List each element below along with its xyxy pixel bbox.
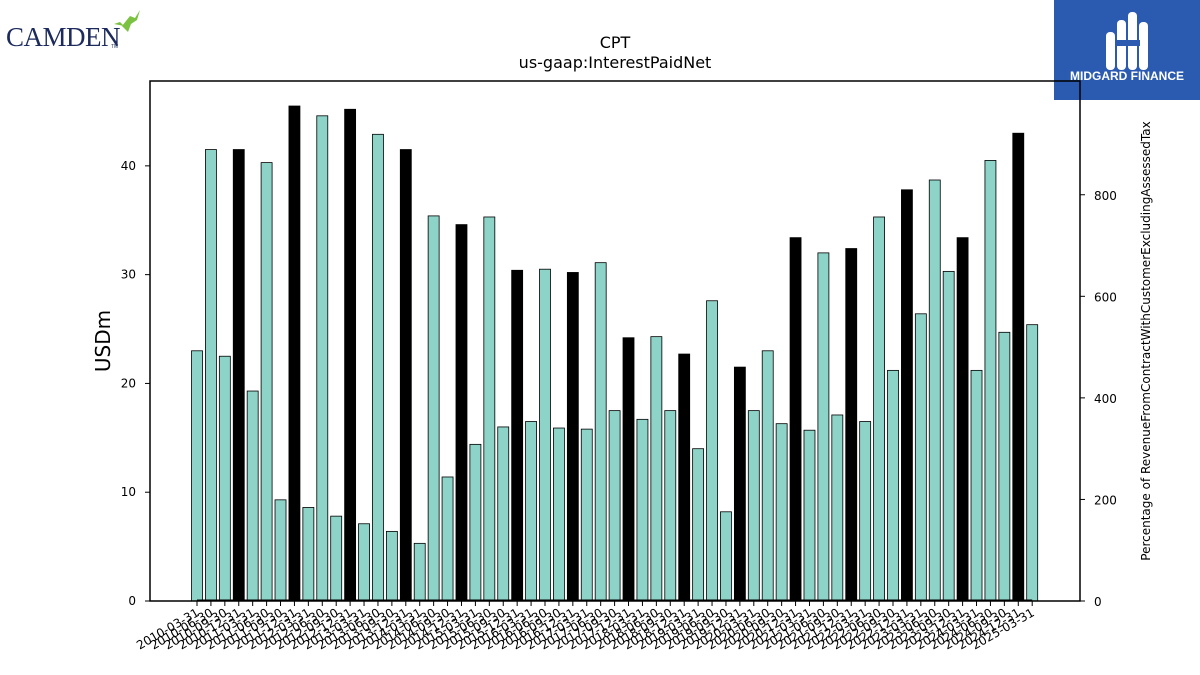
bar xyxy=(566,272,579,602)
bar xyxy=(998,331,1011,602)
bar xyxy=(970,369,983,602)
bar xyxy=(441,476,454,602)
bar xyxy=(455,224,468,602)
bar xyxy=(260,162,273,602)
bar xyxy=(553,427,565,602)
bar xyxy=(232,149,245,602)
bar xyxy=(344,108,357,602)
bar xyxy=(218,355,231,602)
bar xyxy=(650,336,663,602)
chart-title: CPT xyxy=(600,33,631,52)
y-tick-label: 10 xyxy=(121,485,136,499)
bar xyxy=(594,262,607,602)
midgard-monogram-icon xyxy=(1106,12,1148,70)
bar xyxy=(789,237,802,602)
bar xyxy=(288,105,301,602)
bar xyxy=(358,523,370,602)
y-axis-label: USDm xyxy=(91,310,115,372)
y-tick-label: 40 xyxy=(121,159,136,173)
bar xyxy=(914,313,927,602)
x-axis: 2010-03-312010-06-302010-09-302010-12-31… xyxy=(134,601,1037,652)
bar xyxy=(608,410,621,602)
bar xyxy=(539,268,551,602)
bar xyxy=(274,499,287,602)
bar xyxy=(984,160,997,602)
y-tick-label: 20 xyxy=(121,376,136,390)
y2-tick-label: 0 xyxy=(1094,595,1102,609)
camden-logo-text: CAMDEN xyxy=(6,22,120,52)
bar xyxy=(497,426,510,602)
bar xyxy=(330,515,343,602)
bar xyxy=(191,350,203,602)
y2-tick-label: 200 xyxy=(1094,493,1117,507)
y-axis-left: 0 10 20 30 40 xyxy=(121,159,150,608)
bar xyxy=(664,410,677,602)
bar xyxy=(427,215,440,602)
midgard-finance-logo: MIDGARD FINANCE xyxy=(1054,0,1200,100)
y2-tick-label: 800 xyxy=(1094,189,1117,203)
bar xyxy=(385,530,398,602)
bar xyxy=(246,390,259,602)
bar xyxy=(525,421,537,602)
bar xyxy=(817,252,830,602)
bar xyxy=(775,423,788,602)
bar xyxy=(483,216,496,602)
bar xyxy=(803,429,816,602)
bar xyxy=(720,511,732,602)
bar xyxy=(928,179,941,602)
bar-group xyxy=(191,105,1039,602)
bar xyxy=(636,418,649,602)
bar xyxy=(706,300,718,602)
hummingbird-icon xyxy=(114,10,140,32)
bar xyxy=(761,350,774,602)
bar xyxy=(733,366,746,602)
bar xyxy=(413,542,426,602)
bar xyxy=(747,410,760,602)
y2-tick-label: 600 xyxy=(1094,290,1117,304)
y-axis-right: 0 200 400 600 800 xyxy=(1080,189,1117,609)
bar xyxy=(678,353,691,602)
bar xyxy=(302,507,315,602)
bar xyxy=(942,270,955,602)
camden-logo-mark: TM xyxy=(111,44,118,50)
bar xyxy=(956,237,969,602)
bar xyxy=(692,448,705,602)
bar xyxy=(831,414,844,602)
bar xyxy=(1012,132,1025,602)
midgard-logo-text: MIDGARD FINANCE xyxy=(1070,69,1184,83)
bar xyxy=(372,133,384,602)
y2-axis-label: Percentage of RevenueFromContractWithCus… xyxy=(1139,121,1153,560)
chart-subtitle: us-gaap:InterestPaidNet xyxy=(519,53,712,72)
bar xyxy=(873,216,885,602)
y-tick-label: 0 xyxy=(128,594,136,608)
bar xyxy=(580,428,593,602)
bar xyxy=(469,443,482,602)
bar xyxy=(399,149,412,602)
bar xyxy=(887,369,899,602)
bar xyxy=(1026,324,1039,602)
bar xyxy=(901,189,913,602)
y2-tick-label: 400 xyxy=(1094,392,1117,406)
bar xyxy=(859,421,872,602)
bar xyxy=(205,149,217,602)
bar xyxy=(845,248,858,602)
camden-logo: CAMDEN TM xyxy=(4,6,144,56)
y-tick-label: 30 xyxy=(121,268,136,282)
bar xyxy=(511,269,524,602)
bar xyxy=(622,337,635,602)
bar xyxy=(316,115,329,602)
